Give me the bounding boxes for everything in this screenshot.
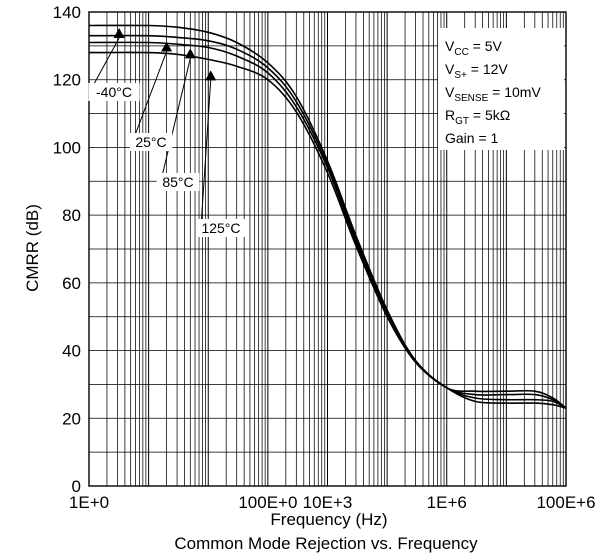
x-tick-label: 1E+0 (69, 493, 109, 512)
series-marker (161, 41, 173, 52)
condition-line: VCC = 5V (445, 38, 503, 58)
condition-line: Gain = 1 (445, 130, 499, 146)
series-line (88, 51, 567, 409)
series-label-box (195, 219, 247, 237)
series-line (88, 34, 567, 409)
plot-frame (88, 11, 567, 487)
conditions-box-background (438, 28, 564, 150)
series-label: -40°C (96, 84, 132, 100)
y-tick-label: 140 (53, 3, 81, 22)
condition-line: VS+ = 12V (445, 61, 508, 81)
series-label-box (129, 133, 173, 151)
chart-title: Common Mode Rejection vs. Frequency (174, 534, 478, 553)
y-tick-label: 80 (62, 206, 81, 225)
y-tick-labels: 0 20 40 60 80 100 120 140 (53, 3, 81, 496)
y-axis-label: CMRR (dB) (23, 204, 42, 292)
series-line (88, 24, 567, 409)
series-label: 25°C (135, 134, 166, 150)
y-tick-label: 0 (72, 477, 81, 496)
series-labels: -40°C 25°C 85°C 125°C (88, 83, 247, 237)
series-label-box (88, 83, 140, 101)
y-tick-label: 120 (53, 71, 81, 90)
label-leader-line (94, 37, 120, 84)
condition-line: VSENSE = 10mV (445, 84, 541, 104)
y-tick-label: 20 (62, 409, 81, 428)
x-tick-label: 1E+6 (427, 493, 467, 512)
series-lines (88, 24, 567, 409)
series-line (88, 41, 567, 409)
y-tick-label: 40 (62, 342, 81, 361)
x-tick-label: 100E+0 (238, 493, 297, 512)
label-leader-line (201, 80, 212, 220)
x-tick-label: 100E+6 (536, 493, 595, 512)
series-label: 125°C (201, 220, 240, 236)
condition-line: RGT = 5kΩ (445, 107, 510, 127)
label-leader-line (162, 58, 191, 174)
conditions-box: VCC = 5V VS+ = 12V VSENSE = 10mV RGT = 5kΩ G… (438, 28, 564, 150)
series-marker (205, 70, 217, 81)
annotation-leaders (94, 37, 212, 220)
y-tick-label: 60 (62, 274, 81, 293)
series-label: 85°C (162, 174, 193, 190)
series-label-box (156, 173, 200, 191)
x-tick-label: 10E+3 (303, 493, 353, 512)
label-leader-line (135, 51, 168, 134)
y-tick-label: 100 (53, 138, 81, 157)
x-tick-labels: 1E+0 100E+0 10E+3 1E+6 100E+6 (69, 493, 596, 512)
x-axis-label: Frequency (Hz) (270, 510, 387, 529)
